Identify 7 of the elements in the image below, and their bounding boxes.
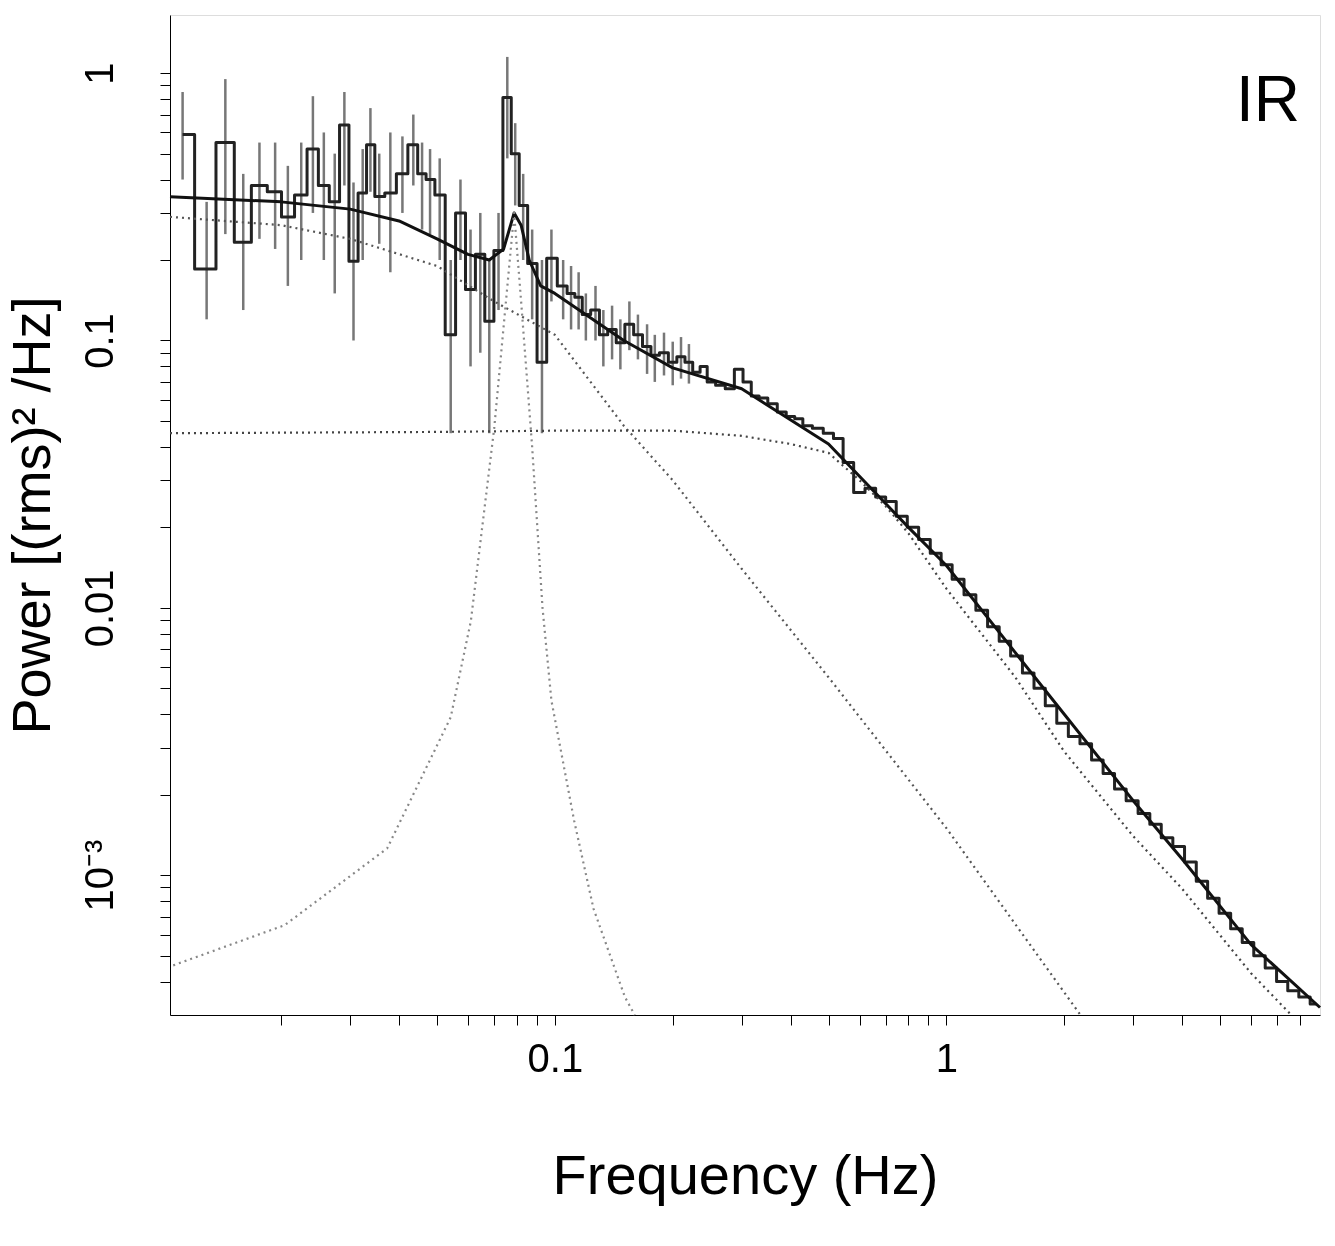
y-tick-label: 0.1 xyxy=(76,313,121,369)
y-axis-title: Power [(rms)² /Hz] xyxy=(0,296,61,735)
y-tick-label: 10⁻³ xyxy=(76,839,121,912)
annotation: IR xyxy=(1236,63,1300,135)
x-axis-title: Frequency (Hz) xyxy=(552,1142,939,1206)
y-tick-label: 0.01 xyxy=(76,569,121,648)
y-tick-label: 1 xyxy=(76,62,121,85)
